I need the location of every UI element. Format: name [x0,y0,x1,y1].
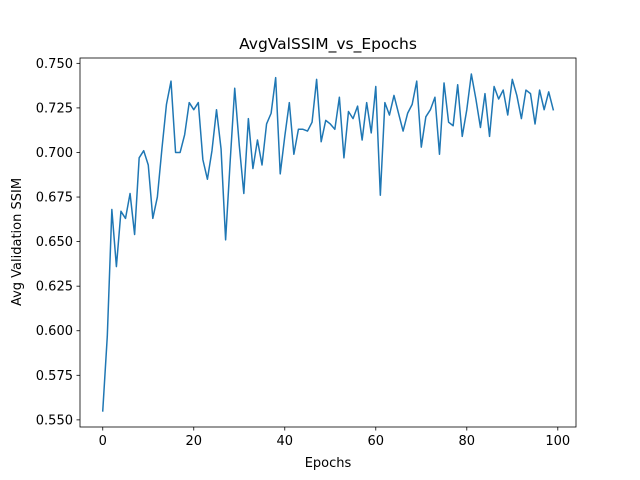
y-tick-label: 0.650 [36,235,73,250]
axes-frame [79,57,577,428]
y-tick-label: 0.675 [36,191,73,206]
x-axis-label: Epochs [305,456,352,471]
x-tick-label: 100 [545,434,570,449]
y-tick-label: 0.600 [36,324,73,339]
y-tick-label: 0.575 [36,369,73,384]
y-tick-label: 0.750 [36,57,73,72]
y-tick-label: 0.700 [36,146,73,161]
x-tick-label: 0 [99,434,107,449]
y-tick-label: 0.550 [36,413,73,428]
x-tick-label: 40 [276,434,293,449]
y-tick-label: 0.625 [36,280,73,295]
x-tick-label: 20 [185,434,202,449]
chart-title: AvgValSSIM_vs_Epochs [239,35,417,54]
x-tick-label: 80 [459,434,476,449]
y-axis-label: Avg Validation SSIM [10,178,25,306]
x-tick-label: 60 [368,434,385,449]
y-tick-label: 0.725 [36,101,73,116]
plot-area: 0 20 40 60 80 100 0.550 0.575 0.600 0.625 0.650 0.6… [36,57,577,449]
series-line-0 [101,73,555,412]
